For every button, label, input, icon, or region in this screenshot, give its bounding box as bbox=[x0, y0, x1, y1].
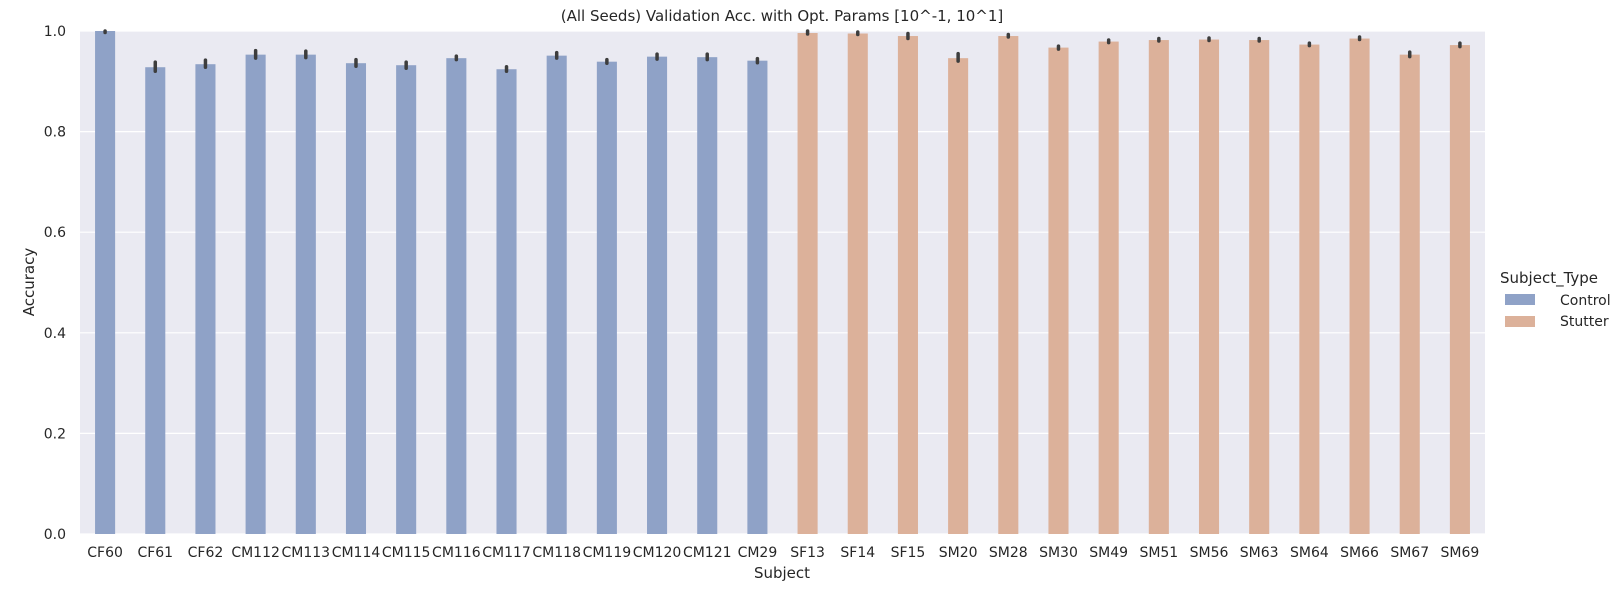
x-tick-label: CF60 bbox=[87, 545, 123, 561]
bar-sf14 bbox=[847, 33, 868, 534]
y-tick-label: 0.0 bbox=[44, 527, 66, 543]
bar-cf62 bbox=[195, 64, 216, 534]
x-tick-label: SM69 bbox=[1441, 545, 1480, 561]
y-tick-label: 0.4 bbox=[44, 326, 66, 342]
y-tick-label: 0.2 bbox=[44, 426, 66, 442]
legend-title: Subject_Type bbox=[1500, 269, 1598, 288]
bars bbox=[95, 31, 1470, 535]
bar-cm29 bbox=[747, 60, 768, 534]
legend-swatch-control bbox=[1505, 294, 1535, 305]
x-tick-label: SF13 bbox=[790, 545, 825, 561]
y-tick-label: 0.8 bbox=[44, 125, 66, 141]
x-tick-label: CM112 bbox=[231, 545, 280, 561]
bar-sm20 bbox=[948, 58, 969, 535]
bar-sm49 bbox=[1098, 41, 1119, 535]
legend-label-control: Control bbox=[1560, 293, 1611, 309]
bar-cm117 bbox=[496, 69, 517, 534]
x-tick-label: SM63 bbox=[1240, 545, 1279, 561]
x-tick-label: CF62 bbox=[188, 545, 224, 561]
x-tick-label: CF61 bbox=[137, 545, 173, 561]
bar-cf61 bbox=[145, 67, 166, 534]
error-bars bbox=[103, 29, 1462, 73]
x-tick-label: CM113 bbox=[282, 545, 331, 561]
x-tick-label: SM51 bbox=[1139, 545, 1178, 561]
y-tick-labels: 0.0 0.2 0.4 0.6 0.8 1.0 bbox=[44, 24, 66, 543]
bar-sm63 bbox=[1249, 40, 1270, 534]
x-tick-label: CM117 bbox=[482, 545, 531, 561]
bar-sm56 bbox=[1198, 39, 1220, 535]
x-tick-label: CM120 bbox=[633, 545, 682, 561]
x-axis-label: Subject bbox=[754, 564, 810, 582]
bar-cm118 bbox=[546, 55, 567, 534]
y-tick-label: 0.6 bbox=[44, 225, 66, 241]
plot-background bbox=[80, 31, 1485, 534]
bar-sm28 bbox=[998, 36, 1019, 534]
x-tick-label: SM56 bbox=[1190, 545, 1229, 561]
x-tick-label: SM64 bbox=[1290, 545, 1329, 561]
x-tick-label: CM116 bbox=[432, 545, 481, 561]
x-tick-label: SM20 bbox=[939, 545, 978, 561]
x-tick-label: CM121 bbox=[683, 545, 732, 561]
x-tick-labels: CF60 CF61 CF62 CM112 CM113 CM114 CM115 CM116 CM1… bbox=[87, 545, 1479, 561]
x-tick-label: CM118 bbox=[532, 545, 581, 561]
y-tick-label: 1.0 bbox=[44, 24, 66, 40]
x-tick-label: SF15 bbox=[891, 545, 926, 561]
x-tick-label: SM28 bbox=[989, 545, 1028, 561]
x-tick-label: SF14 bbox=[840, 545, 875, 561]
bar-cm119 bbox=[596, 61, 617, 535]
bar-cm112 bbox=[245, 54, 266, 535]
x-tick-label: CM114 bbox=[332, 545, 381, 561]
chart-title: (All Seeds) Validation Acc. with Opt. Pa… bbox=[561, 7, 1004, 25]
legend-label-stutter: Stutter bbox=[1560, 314, 1609, 330]
x-tick-label: CM29 bbox=[738, 545, 778, 561]
bar-cm116 bbox=[446, 58, 467, 535]
bar-sm51 bbox=[1148, 40, 1169, 534]
bar-sf13 bbox=[797, 33, 818, 535]
y-axis-label: Accuracy bbox=[20, 248, 38, 317]
bar-sm69 bbox=[1449, 45, 1470, 535]
bar-cm114 bbox=[345, 63, 367, 534]
x-tick-label: SM30 bbox=[1039, 545, 1078, 561]
x-tick-label: CM115 bbox=[382, 545, 431, 561]
bar-cm113 bbox=[295, 54, 316, 535]
x-tick-label: SM66 bbox=[1340, 545, 1379, 561]
x-tick-label: CM119 bbox=[583, 545, 632, 561]
bar-sm67 bbox=[1399, 54, 1420, 535]
legend: Subject_Type Control Stutter bbox=[1500, 269, 1611, 330]
bar-cm121 bbox=[697, 57, 718, 534]
legend-swatch-stutter bbox=[1505, 316, 1535, 327]
bar-sf15 bbox=[897, 36, 918, 534]
x-tick-label: SM67 bbox=[1390, 545, 1429, 561]
bar-sm66 bbox=[1349, 38, 1370, 535]
bar-cf60 bbox=[95, 31, 116, 534]
bar-cm120 bbox=[647, 56, 668, 534]
x-tick-label: SM49 bbox=[1089, 545, 1128, 561]
bar-sm64 bbox=[1299, 44, 1320, 535]
bar-cm115 bbox=[396, 65, 417, 534]
bar-sm30 bbox=[1048, 47, 1069, 534]
